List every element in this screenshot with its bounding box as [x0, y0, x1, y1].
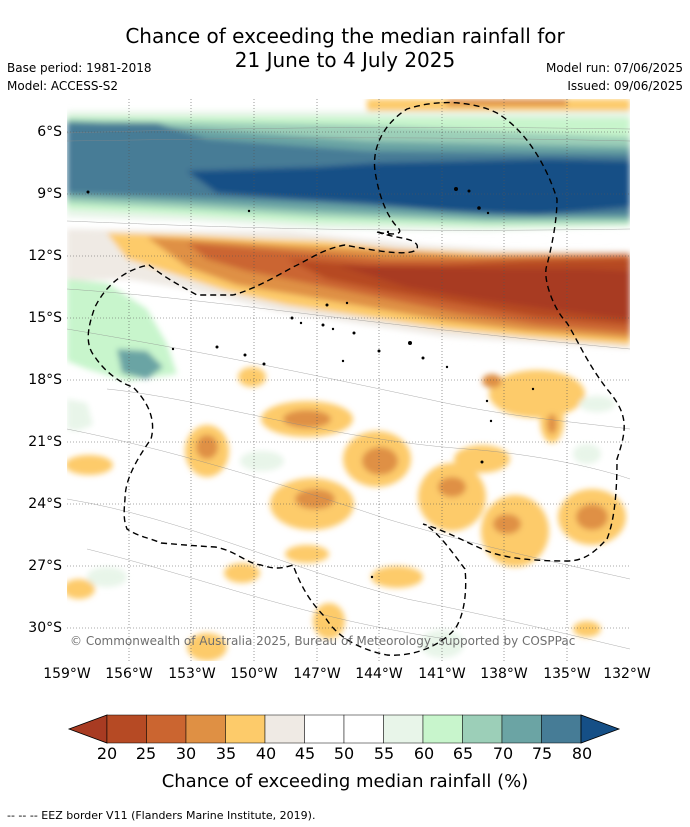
blob-8 [489, 370, 585, 418]
eez-border [87, 101, 625, 656]
colorbar-tick-70: 70 [492, 744, 514, 763]
rainfall-map [67, 99, 630, 661]
lon-label-144w: 144°W [355, 666, 403, 682]
colorbar-tick-30: 30 [175, 744, 197, 763]
colorbar-tick-20: 20 [96, 744, 118, 763]
colorbar-segment [462, 714, 503, 744]
colorbar-segment [146, 714, 187, 744]
colorbar-segment [225, 714, 266, 744]
lat-label-9s: 9°S [37, 186, 62, 202]
blob-4-core [295, 489, 335, 509]
lat-label-24s: 24°S [28, 496, 62, 512]
region-dry-20 [337, 265, 630, 319]
lon-label-132w: 132°W [603, 666, 651, 682]
colorbar-segment [264, 714, 305, 744]
probability-field [67, 99, 630, 661]
lon-label-159w: 159°W [43, 666, 91, 682]
region-west-teal [117, 349, 163, 379]
contour-lines [67, 127, 630, 650]
colorbar [67, 714, 621, 744]
blob-15 [67, 579, 95, 599]
lat-label-21s: 21°S [28, 434, 62, 450]
green-patch-5 [87, 567, 127, 587]
blob-17 [224, 563, 260, 583]
model-run: Model run: 07/06/2025 [545, 61, 683, 75]
colorbar-tick-35: 35 [215, 744, 237, 763]
blob-18 [285, 545, 329, 563]
lon-label-135w: 135°W [543, 666, 591, 682]
green-patch-2 [573, 444, 601, 464]
colorbar-segment [106, 714, 147, 744]
colorbar-tick-65: 65 [452, 744, 474, 763]
lon-label-147w: 147°W [293, 666, 341, 682]
lat-label-15s: 15°S [28, 310, 62, 326]
islands [86, 187, 535, 579]
blob-13 [371, 566, 423, 588]
blob-2-core [196, 435, 218, 459]
blob-16 [187, 633, 227, 661]
blob-19 [573, 621, 601, 637]
lon-label-138w: 138°W [480, 666, 528, 682]
grid-lines [67, 99, 630, 661]
colorbar-tick-80: 80 [571, 744, 593, 763]
blob-1-core [283, 410, 331, 428]
meta-left: Base period: 1981-2018 Model: ACCESS-S2 [7, 59, 152, 95]
colorbar-tick-45: 45 [294, 744, 316, 763]
colorbar-label: Chance of exceeding median rainfall (%) [161, 771, 529, 792]
green-patch-4 [420, 630, 464, 658]
colorbar-segment [422, 714, 463, 744]
blob-7-core [493, 514, 521, 534]
blob-6 [454, 445, 510, 473]
blob-8-core [482, 374, 502, 388]
green-patch-1 [579, 396, 615, 412]
title-line-1: Chance of exceeding the median rainfall … [125, 24, 565, 48]
eez-footnote: -- -- -- EEZ border V11 (Flanders Marine… [7, 809, 316, 822]
lon-label-156w: 156°W [105, 666, 153, 682]
colorbar-segment [541, 714, 582, 744]
green-patch-3 [240, 451, 284, 471]
region-west-green-2 [67, 399, 93, 431]
base-period: Base period: 1981-2018 [7, 61, 152, 75]
meta-right: Model run: 07/06/2025 Issued: 09/06/2025 [546, 59, 683, 95]
blob-12 [67, 455, 113, 475]
colorbar-tick-75: 75 [531, 744, 553, 763]
colorbar-segment [185, 714, 226, 744]
colorbar-tick-40: 40 [255, 744, 277, 763]
colorbar-tick-25: 25 [135, 744, 157, 763]
map-canvas [67, 99, 630, 661]
colorbar-arrow-low [67, 714, 108, 744]
lat-label-12s: 12°S [28, 248, 62, 264]
lon-label-150w: 150°W [230, 666, 278, 682]
lon-label-153w: 153°W [168, 666, 216, 682]
issued-date: Issued: 09/06/2025 [567, 79, 683, 93]
lat-label-30s: 30°S [28, 620, 62, 636]
map-title: Chance of exceeding the median rainfall … [0, 24, 690, 72]
blob-9-core [547, 414, 557, 434]
colorbar-arrow-high [580, 714, 621, 744]
colorbar-segment [501, 714, 542, 744]
lat-label-27s: 27°S [28, 558, 62, 574]
model-name: Model: ACCESS-S2 [7, 79, 119, 93]
blob-5-core [438, 477, 466, 497]
colorbar-tick-50: 50 [333, 744, 355, 763]
colorbar-segment [304, 714, 345, 744]
title-line-2: 21 June to 4 July 2025 [234, 48, 456, 72]
lat-label-18s: 18°S [28, 372, 62, 388]
colorbar-segment [343, 714, 384, 744]
colorbar-tick-60: 60 [413, 744, 435, 763]
colorbar-tick-55: 55 [373, 744, 395, 763]
blob-3-core [362, 447, 398, 475]
region-orange-top-core [447, 99, 567, 106]
region-wet-max [187, 159, 630, 215]
colorbar-segment [383, 714, 424, 744]
blob-10-core [576, 504, 608, 530]
lon-label-141w: 141°W [418, 666, 466, 682]
copyright-notice: © Commonwealth of Australia 2025, Bureau… [70, 634, 576, 648]
blob-11 [238, 367, 266, 387]
lat-label-6s: 6°S [37, 124, 62, 140]
